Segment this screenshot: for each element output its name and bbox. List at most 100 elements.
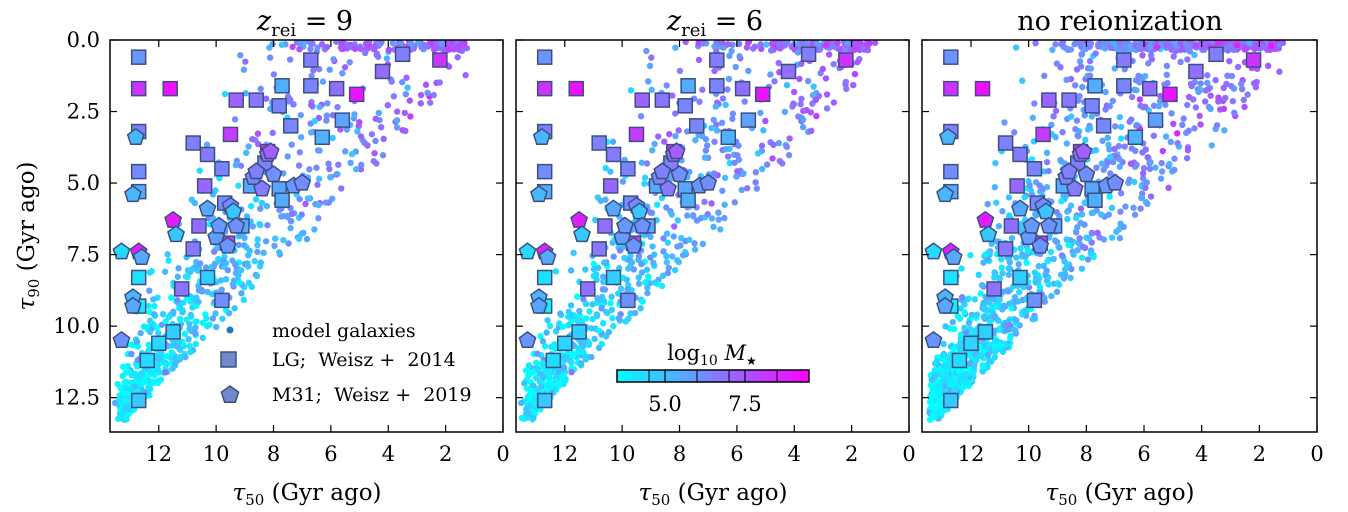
model-galaxy-point [1013, 317, 1020, 324]
model-galaxy-point [965, 319, 973, 327]
model-galaxy-point [950, 325, 958, 333]
model-galaxy-point [1106, 193, 1113, 200]
lg-weisz2014-point [1003, 218, 1020, 234]
model-galaxy-point [842, 78, 850, 86]
model-galaxy-point [926, 398, 934, 406]
model-galaxy-point [615, 315, 623, 322]
model-galaxy-point [975, 271, 982, 279]
model-galaxy-point [307, 101, 315, 109]
model-galaxy-point [1079, 83, 1086, 91]
model-galaxy-point [302, 200, 309, 208]
model-galaxy-point [1137, 205, 1144, 212]
model-galaxy-point [195, 287, 203, 294]
lg-weisz2014-point [977, 324, 994, 340]
model-galaxy-point [990, 303, 998, 310]
model-galaxy-point [1011, 129, 1018, 136]
model-galaxy-point [537, 333, 544, 340]
x-tick-label: 0 [1310, 442, 1323, 466]
model-galaxy-point [577, 360, 585, 367]
model-galaxy-point [1084, 126, 1092, 133]
model-galaxy-point [711, 43, 718, 50]
lg-weisz2014-point [536, 49, 553, 65]
model-galaxy-point [297, 111, 304, 119]
model-galaxy-point [1043, 158, 1051, 166]
model-galaxy-point [1177, 58, 1184, 66]
model-galaxy-point [1116, 163, 1123, 170]
model-galaxy-point [283, 212, 291, 220]
model-galaxy-point [1117, 190, 1125, 197]
model-galaxy-point [871, 40, 879, 47]
model-galaxy-point [1184, 101, 1191, 109]
model-galaxy-point [594, 294, 601, 302]
model-galaxy-point [1036, 284, 1044, 291]
model-galaxy-point [1167, 138, 1174, 146]
model-galaxy-point [253, 272, 261, 280]
model-galaxy-point [438, 40, 445, 47]
model-galaxy-point [1067, 46, 1075, 53]
model-galaxy-point [176, 315, 184, 323]
model-galaxy-point [539, 338, 547, 345]
lg-weisz2014-point [605, 269, 622, 286]
model-galaxy-point [1073, 229, 1080, 236]
model-galaxy-point [977, 290, 984, 297]
model-galaxy-point [1039, 185, 1046, 192]
model-galaxy-point [783, 81, 791, 89]
model-galaxy-point [237, 267, 245, 274]
model-galaxy-point [991, 274, 998, 281]
model-galaxy-point [637, 305, 644, 312]
model-galaxy-point [1128, 93, 1136, 101]
x-axis-1: 12 10 8 6 4 2 0 [551, 40, 916, 466]
model-galaxy-point [1109, 97, 1117, 105]
lg-weisz2014-point [1087, 192, 1103, 208]
model-galaxy-point [1099, 137, 1106, 145]
model-galaxy-point [307, 45, 314, 53]
model-galaxy-point [196, 167, 203, 174]
model-galaxy-point [330, 56, 337, 63]
model-galaxy-point [999, 270, 1006, 277]
model-galaxy-point [244, 260, 251, 267]
model-galaxy-point [315, 215, 322, 222]
model-galaxy-point [295, 162, 303, 169]
model-galaxy-point [1184, 147, 1192, 154]
model-galaxy-point [168, 349, 175, 356]
model-galaxy-point [1051, 237, 1059, 244]
model-galaxy-point [682, 40, 689, 46]
model-galaxy-point [638, 159, 646, 166]
model-galaxy-point [1076, 235, 1083, 242]
lg-weisz2014-point [997, 135, 1014, 151]
model-galaxy-point [724, 153, 732, 160]
model-galaxy-point [304, 195, 312, 202]
model-galaxy-point [635, 274, 642, 281]
model-galaxy-point [327, 174, 334, 181]
model-galaxy-point [316, 103, 323, 111]
lg-weisz2014-point [943, 49, 959, 65]
m31-weisz2019-point [538, 248, 557, 266]
model-galaxy-point [390, 93, 398, 100]
model-galaxy-point [758, 165, 766, 173]
lg-weisz2014-point [248, 92, 265, 108]
model-galaxy-point [296, 149, 304, 156]
model-galaxy-point [1191, 51, 1198, 59]
model-galaxy-point [644, 289, 651, 297]
model-galaxy-point [128, 341, 135, 348]
model-galaxy-point [324, 100, 331, 107]
model-galaxy-point [776, 157, 783, 165]
model-galaxy-point [270, 71, 278, 78]
model-galaxy-point [669, 92, 676, 99]
model-galaxy-point [397, 40, 405, 47]
model-galaxy-point [325, 199, 333, 206]
model-galaxy-point [813, 112, 820, 120]
model-galaxy-point [580, 349, 587, 356]
model-galaxy-point [980, 363, 987, 370]
model-galaxy-point [1177, 40, 1184, 47]
model-galaxy-point [1001, 303, 1009, 310]
x-tick-label: 8 [1080, 442, 1093, 466]
model-galaxy-point [741, 98, 748, 105]
model-galaxy-point [939, 371, 947, 378]
model-galaxy-point [288, 141, 295, 148]
model-galaxy-point [778, 43, 785, 51]
lg-weisz2014-point [274, 78, 290, 94]
lg-weisz2014-point [394, 46, 411, 63]
model-galaxy-point [1053, 288, 1061, 296]
model-galaxy-point [430, 91, 437, 99]
